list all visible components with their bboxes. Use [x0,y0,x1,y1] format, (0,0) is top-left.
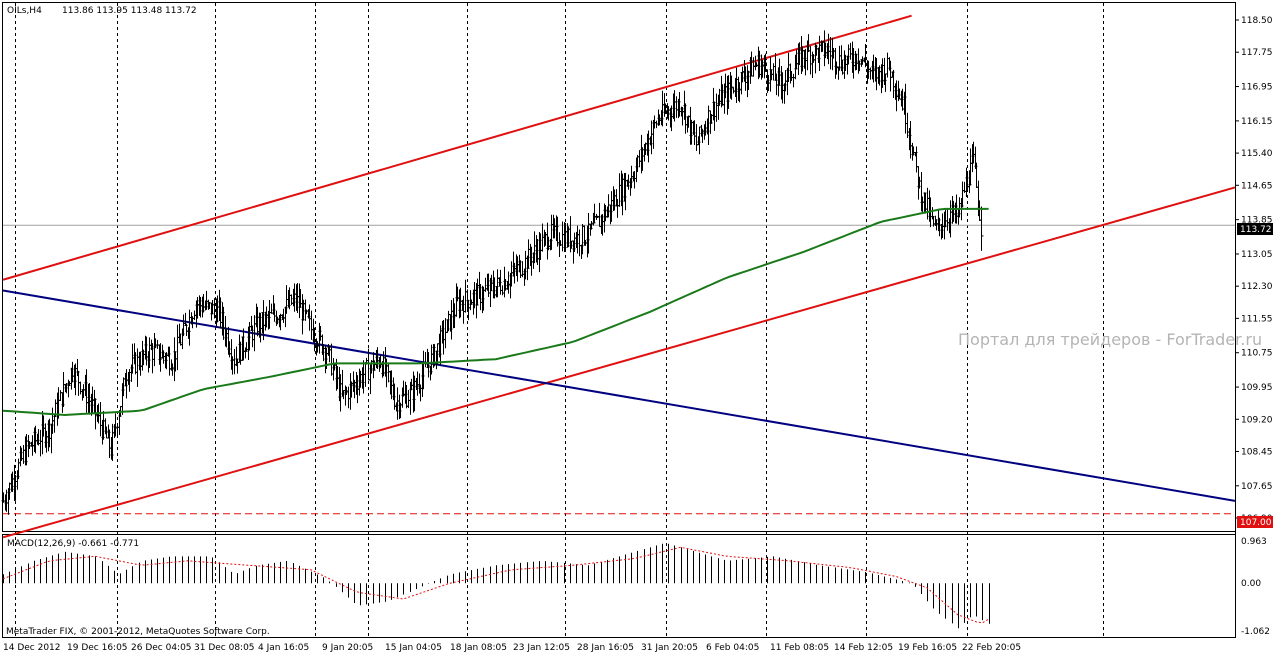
watermark: Портал для трейдеров - ForTrader.ru [958,330,1262,349]
time-label: 23 Jan 12:05 [513,643,570,653]
copyright: MetaTrader FIX, © 2001-2012, MetaQuotes … [6,627,270,637]
ohlc-values: 113.86 113.95 113.48 113.72 [62,6,197,16]
time-label: 11 Feb 08:05 [770,643,829,653]
macd-histogram [3,543,990,629]
time-label: 6 Feb 04:05 [706,643,759,653]
price-axis-labels: 118.50 117.75 116.95 116.15 115.40 114.65 113.… [1235,16,1273,524]
time-axis-labels: 14 Dec 2012 19 Dec 16:05 26 Dec 04:05 31 De… [3,643,1021,653]
time-label: 4 Jan 16:05 [258,643,309,653]
time-label: 14 Feb 12:05 [834,643,893,653]
time-label: 15 Jan 04:05 [385,643,442,653]
time-label: 31 Dec 08:05 [194,643,255,653]
price-label: 117.75 [1241,48,1273,58]
time-label: 26 Dec 04:05 [131,643,192,653]
price-label: 116.15 [1241,117,1273,127]
macd-label: MACD(12,26,9) -0.661 -0.771 [7,539,139,549]
price-label: 113.05 [1241,250,1273,260]
macd-scale-top: 0.963 [1241,537,1267,547]
moving-average-line [2,207,989,417]
ohlc-bar [979,206,984,251]
time-label: 22 Feb 20:05 [962,643,1021,653]
price-label: 108.45 [1241,447,1273,457]
trendline [2,289,1236,502]
price-label: 114.65 [1241,181,1273,191]
level-label: 107.00 [1240,518,1272,528]
time-label: 28 Jan 16:05 [577,643,634,653]
time-label: 9 Jan 20:05 [322,643,373,653]
price-label: 109.95 [1241,383,1273,393]
channel-lower [2,186,1236,539]
price-label: 112.30 [1241,282,1273,292]
symbol-label: OILs,H4 [7,6,42,16]
macd-pane[interactable] [2,534,1236,638]
macd-scale-bottom: -1.062 [1241,627,1270,637]
price-label: 115.40 [1241,149,1273,159]
ma-polyline [2,207,989,417]
macd-scale: 0.963 0.00 -1.062 [1241,537,1270,637]
channel-lower-line [2,186,1236,539]
current-price-marker: 113.72 [1237,223,1273,235]
price-label: 109.20 [1241,415,1273,425]
price-label: 107.65 [1241,482,1273,492]
level-box [1237,516,1273,528]
price-label: 111.55 [1241,314,1273,324]
ohlc-bars [1,30,984,515]
price-label: 110.75 [1241,349,1273,359]
time-label: 18 Jan 08:05 [450,643,507,653]
price-label: 118.50 [1241,16,1273,26]
price-label: 113.85 [1241,216,1273,226]
time-label: 14 Dec 2012 [3,643,61,653]
time-label: 31 Jan 20:05 [641,643,698,653]
level-marker: 107.00 [1237,516,1273,528]
main-pane[interactable] [2,2,1236,532]
time-label: 19 Dec 16:05 [67,643,128,653]
blue-trendline [2,289,1236,502]
price-label: 116.95 [1241,83,1273,93]
channel-upper-line [2,14,912,281]
current-price-label: 113.72 [1240,225,1272,235]
channel-upper [2,14,912,281]
vertical-grid [15,3,1104,637]
macd-signal [2,546,989,624]
macd-signal-line [2,546,989,624]
macd-scale-zero: 0.00 [1241,579,1261,589]
time-label: 19 Feb 16:05 [898,643,957,653]
current-price-box [1237,223,1273,235]
